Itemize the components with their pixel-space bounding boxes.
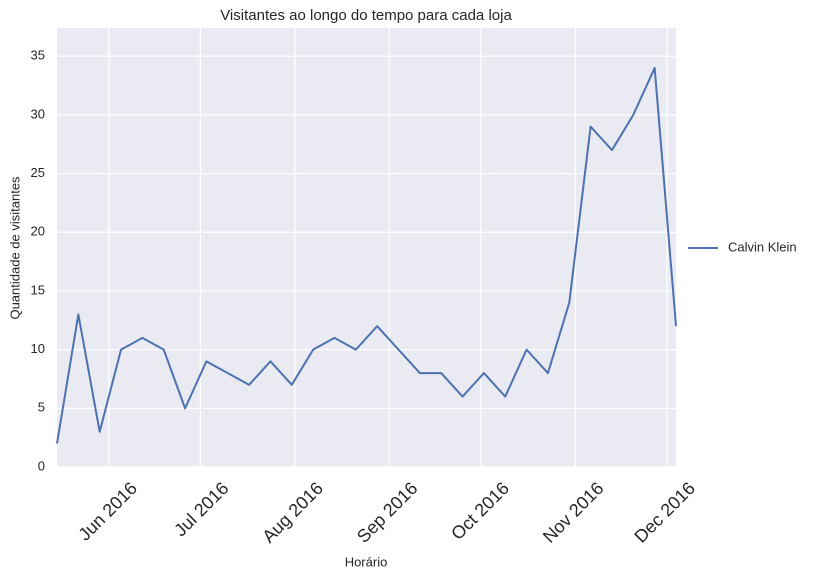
y-tick-label: 30 bbox=[31, 106, 45, 121]
plot-area bbox=[57, 28, 676, 467]
x-axis-label: Horário bbox=[345, 554, 388, 569]
x-tick-label: Oct 2016 bbox=[447, 478, 513, 544]
x-tick-label: Dec 2016 bbox=[630, 478, 699, 547]
y-tick-label: 25 bbox=[31, 165, 45, 180]
y-tick-label: 35 bbox=[31, 48, 45, 63]
x-tick-label: Aug 2016 bbox=[258, 478, 327, 547]
chart-title: Visitantes ao longo do tempo para cada l… bbox=[220, 7, 512, 24]
y-tick-label: 10 bbox=[31, 341, 45, 356]
x-tick-label: Jul 2016 bbox=[170, 478, 232, 540]
legend-label: Calvin Klein bbox=[728, 239, 797, 254]
y-tick-label: 15 bbox=[31, 282, 45, 297]
y-tick-label: 20 bbox=[31, 224, 45, 239]
y-tick-label: 0 bbox=[38, 458, 45, 473]
y-axis-label: Quantidade de visitantes bbox=[7, 176, 22, 320]
y-tick-label: 5 bbox=[38, 400, 45, 415]
x-tick-label: Nov 2016 bbox=[539, 478, 608, 547]
x-tick-label: Jun 2016 bbox=[75, 478, 142, 545]
x-tick-label: Sep 2016 bbox=[353, 478, 422, 547]
series-line bbox=[56, 66, 677, 444]
